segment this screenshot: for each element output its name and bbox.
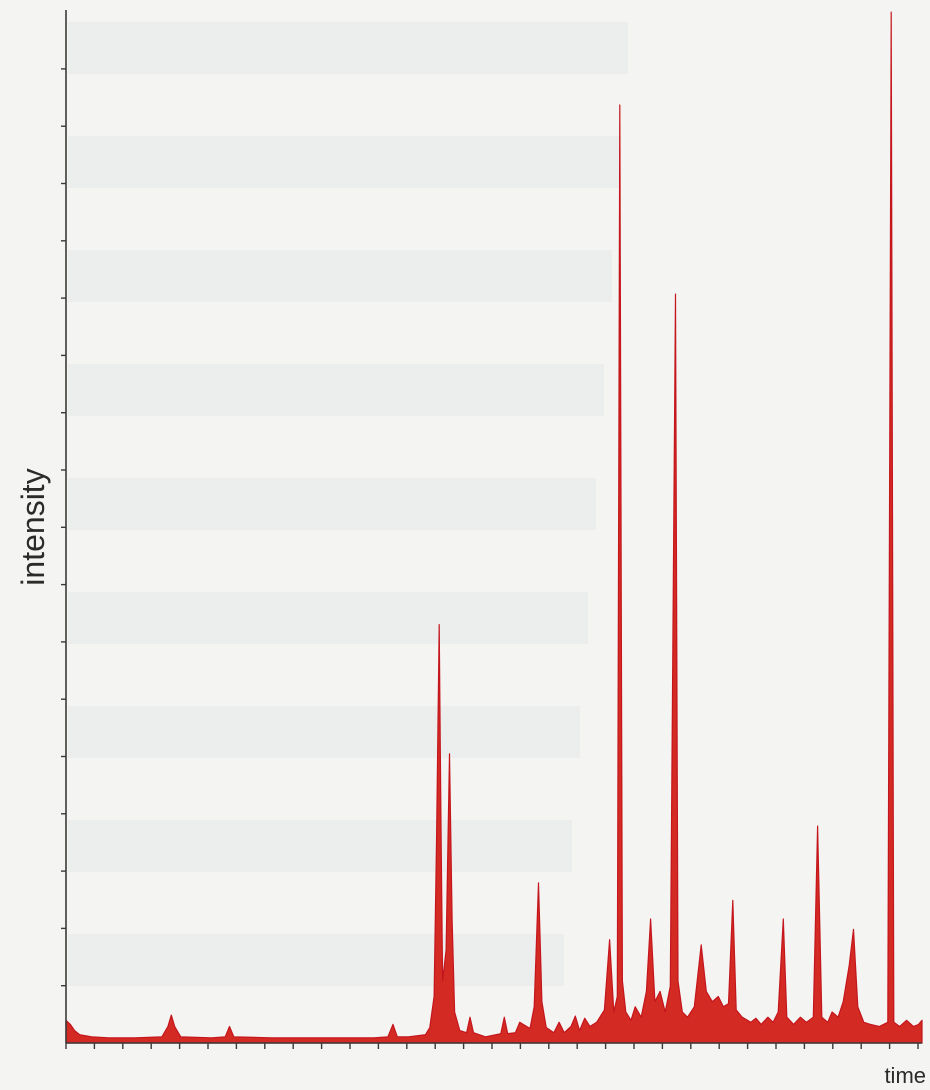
background-band [68, 820, 572, 872]
background-band [68, 592, 588, 644]
background-band [68, 22, 628, 74]
background-band [68, 934, 564, 986]
background-band [68, 706, 580, 758]
axes [61, 10, 922, 1049]
y-axis-title: intensity [15, 468, 51, 585]
x-ticks [65, 1043, 919, 1049]
background-band [68, 364, 604, 416]
background-bands [68, 22, 628, 986]
background-band [68, 250, 612, 302]
series-area-0 [65, 11, 923, 1044]
y-ticks [61, 68, 66, 987]
x-axis-title: time [884, 1063, 926, 1088]
plot-area [65, 11, 923, 1044]
background-band [68, 136, 620, 188]
background-band [68, 478, 596, 530]
